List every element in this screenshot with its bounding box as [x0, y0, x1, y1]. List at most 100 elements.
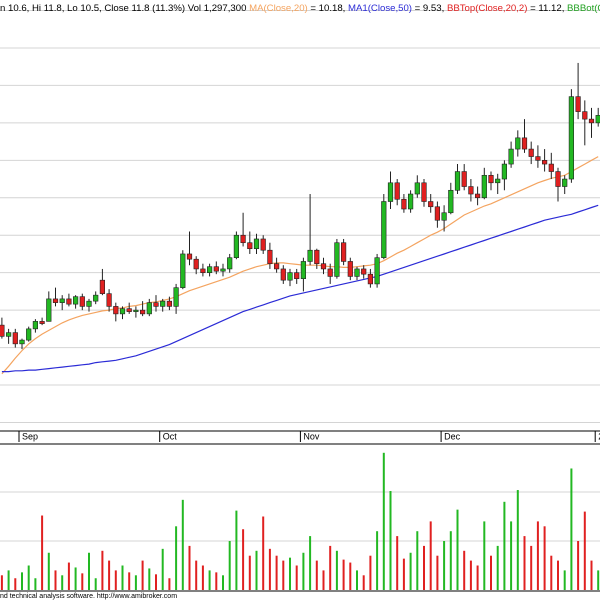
footer: nd technical analysis software. http://w…	[0, 593, 177, 600]
volume-bar	[81, 573, 84, 590]
candle-body	[541, 160, 548, 165]
volume-bar	[155, 574, 157, 590]
header: n 10.6, Hi 11.8, Lo 10.5, Close 11.8 (11…	[0, 3, 600, 14]
candle-body	[421, 182, 427, 202]
volume-bar	[329, 545, 332, 590]
candle-body	[186, 253, 193, 260]
x-tick-label: Sep	[22, 431, 38, 441]
candle-body	[280, 268, 286, 281]
volume-bar	[443, 541, 446, 590]
x-tick-label: 2	[598, 431, 600, 441]
header-segment: MA1(Close,50)	[348, 3, 412, 14]
candle-body	[220, 268, 226, 272]
volume-bar	[41, 515, 44, 590]
volume-bar	[557, 560, 559, 590]
candle-body	[535, 156, 541, 161]
volume-bar	[235, 510, 238, 590]
volume-bar	[228, 541, 231, 590]
volume-bar	[148, 568, 151, 590]
volume-bar	[315, 560, 318, 590]
x-tick-label: Nov	[303, 431, 320, 441]
candle-body	[126, 308, 132, 312]
volume-bar	[503, 501, 506, 590]
candle-body	[46, 298, 52, 322]
candle-body	[334, 242, 340, 277]
candle-body	[508, 148, 514, 165]
volume-bar	[215, 572, 218, 590]
volume-bar	[289, 557, 291, 590]
candle-body	[327, 268, 333, 277]
candle-body	[106, 293, 112, 307]
candle-body	[6, 332, 12, 337]
candle-body	[515, 137, 521, 150]
volume-bar	[389, 491, 392, 590]
candle-body	[488, 174, 494, 184]
header-segment: BBBot(Close,20,2)	[567, 3, 600, 14]
volume-bar	[382, 452, 385, 590]
candle-body	[19, 339, 25, 345]
candle-body	[448, 189, 454, 214]
volume-bar	[282, 560, 285, 590]
candle-body	[99, 279, 105, 294]
volume-bar	[423, 545, 425, 590]
volume-bar	[570, 468, 573, 590]
volume-bar	[54, 570, 57, 590]
candle-body	[180, 253, 186, 288]
volume-bar	[188, 545, 191, 590]
volume-bar	[496, 545, 499, 590]
candle-body	[320, 263, 327, 270]
volume-bar	[362, 575, 365, 590]
volume-bar	[175, 526, 178, 590]
candle-body	[414, 182, 420, 195]
candle-body	[595, 115, 600, 124]
volume-bar	[94, 578, 97, 590]
candle-body	[66, 298, 72, 305]
volume-bar	[141, 560, 144, 590]
header-segment: = 11.12,	[527, 3, 567, 14]
volume-bar	[268, 548, 271, 590]
candle-body	[307, 249, 313, 262]
candle-body	[401, 198, 407, 210]
volume-bar	[510, 521, 513, 590]
volume-bar	[436, 555, 439, 590]
volume-bar	[583, 511, 586, 590]
candle-body	[468, 186, 474, 195]
candle-body	[407, 193, 414, 210]
x-tick-label: Dec	[444, 431, 461, 441]
volume-bar	[369, 555, 372, 590]
volume-bar	[342, 559, 345, 590]
volume-bar	[242, 529, 245, 590]
candle-body	[273, 263, 280, 270]
volume-bar	[61, 575, 64, 590]
volume-bar	[409, 552, 412, 590]
candle-body	[568, 96, 574, 180]
volume-bar	[101, 550, 104, 590]
candle-body	[227, 257, 233, 270]
header-segment: BBTop(Close,20,2)	[447, 3, 528, 14]
candle-body	[200, 268, 206, 273]
candle-body	[73, 296, 79, 305]
candle-body	[481, 174, 487, 199]
candle-body	[193, 258, 199, 270]
volume-bar	[429, 521, 432, 590]
candle-body	[394, 182, 400, 200]
candle-body	[213, 266, 219, 272]
volume-bar	[523, 536, 526, 590]
candle-body	[173, 287, 179, 307]
candle-body	[119, 308, 126, 315]
header-segment: = 9.53,	[412, 3, 447, 14]
volume-bar	[114, 570, 117, 590]
volume-bar	[356, 570, 358, 590]
volume-bar	[516, 490, 519, 590]
candle-body	[12, 332, 18, 345]
volume-bar	[463, 550, 466, 590]
volume-bar	[490, 555, 492, 590]
candle-body	[52, 298, 59, 303]
candle-body	[0, 324, 5, 337]
candle-body	[434, 206, 441, 221]
volume-bar	[322, 570, 325, 590]
volume-bar	[416, 531, 419, 590]
candle-body	[528, 148, 534, 157]
volume-bar	[195, 560, 198, 590]
candle-body	[26, 328, 32, 341]
